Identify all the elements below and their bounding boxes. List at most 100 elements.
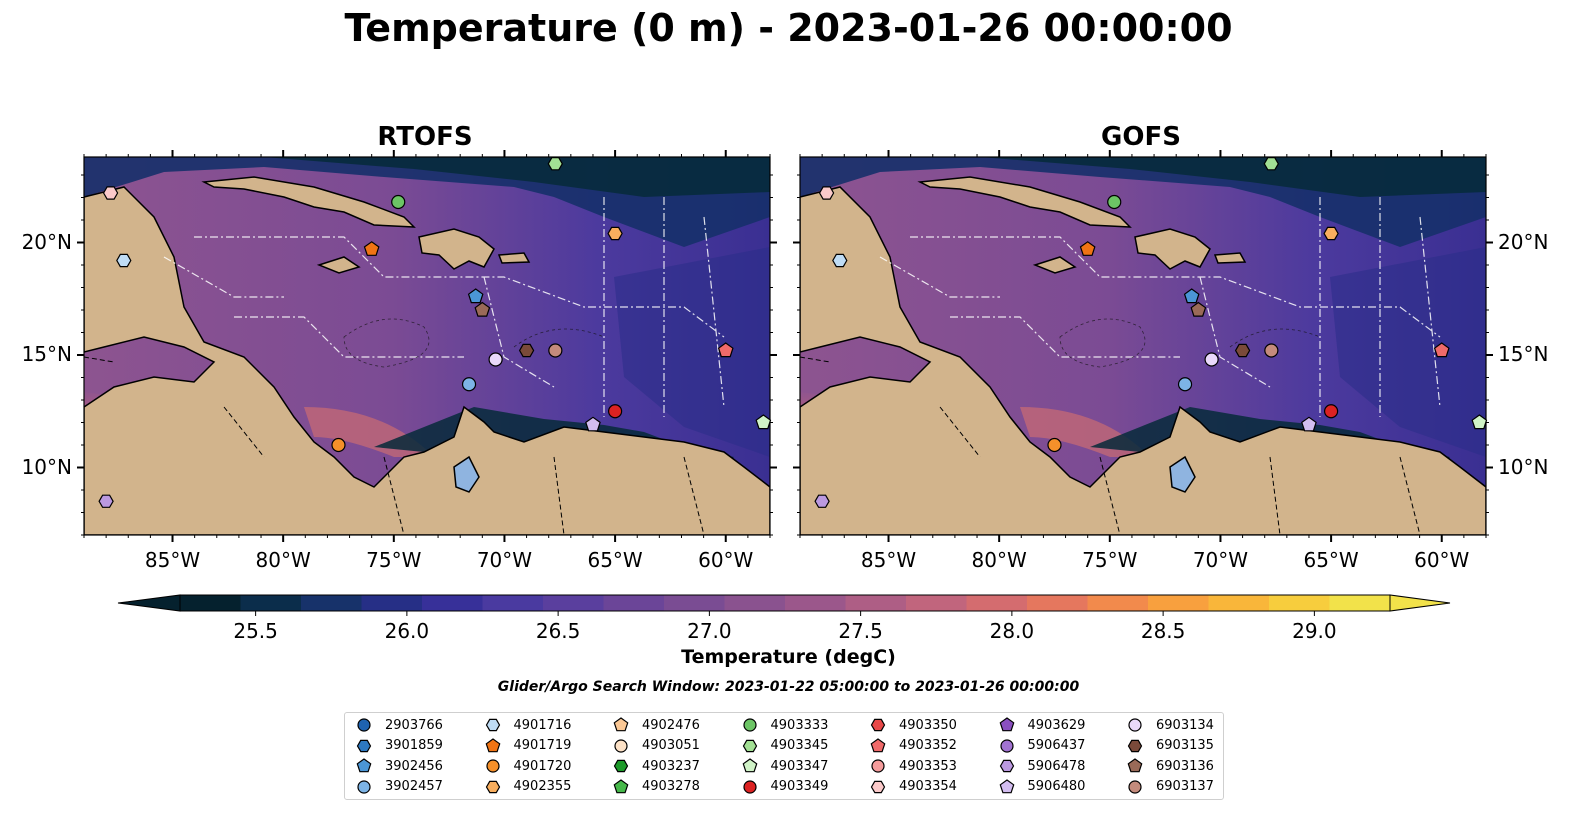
legend-marker	[1127, 739, 1143, 752]
legend-item: 4902355	[484, 777, 572, 797]
legend-item: 3902456	[355, 756, 443, 776]
legend-label: 5906437	[1027, 738, 1086, 753]
legend-marker-4903352	[870, 737, 886, 752]
legend-item: 4903350	[869, 715, 957, 735]
legend-label: 4902355	[513, 779, 572, 794]
legend-label: 2903766	[385, 717, 443, 733]
legend-marker-3902456	[356, 758, 372, 773]
legend-label: 4902476	[642, 717, 700, 733]
legend-label: 4903352	[899, 738, 957, 753]
legend-marker-5906478	[999, 759, 1014, 773]
lon-tick-label: 65°W	[1303, 548, 1359, 572]
legend-item: 4903349	[741, 777, 828, 797]
float-marker-5906478	[814, 494, 830, 508]
lat-tick-label: 10°N	[21, 454, 72, 479]
float-marker-5906478	[98, 494, 114, 508]
legend-marker	[1128, 718, 1142, 732]
search-window-text: Glider/Argo Search Window: 2023-01-22 05…	[497, 679, 1080, 695]
float-marker-6903134	[488, 352, 503, 367]
legend-label: 4903345	[770, 738, 829, 753]
legend-marker-4902355	[485, 780, 500, 793]
float-marker-4901716	[832, 253, 848, 268]
float-marker-4903333	[391, 194, 406, 210]
float-marker-4901719	[1079, 241, 1096, 256]
legend-label: 3902456	[385, 758, 443, 774]
legend-label: 5906478	[1027, 758, 1086, 774]
lat-tick-label: 15°N	[1498, 342, 1549, 366]
colorbar-segment	[664, 595, 725, 611]
lon-tick-label: 85°W	[144, 548, 201, 572]
float-marker-4903352	[717, 342, 734, 358]
float-marker-4903354	[818, 186, 835, 200]
legend-label: 3902457	[385, 779, 443, 794]
legend-marker	[613, 717, 629, 732]
legend-item: 4901719	[484, 736, 571, 756]
colorbar-segment	[785, 595, 846, 611]
float-marker-4903333	[1107, 194, 1122, 210]
lon-tick-label: 80°W	[971, 548, 1027, 572]
colorbar-segment	[906, 595, 967, 611]
legend-item: 6903135	[1126, 736, 1214, 756]
colorbar-segment	[1087, 595, 1149, 611]
figure-title: Temperature (0 m) - 2023-01-26 00:00:00	[344, 6, 1233, 50]
colorbar-frame	[179, 594, 1391, 612]
legend-marker-3902457	[357, 779, 371, 794]
legend-item: 3901859	[355, 736, 443, 756]
colorbar-tick-label: 26.0	[384, 619, 430, 643]
lat-tick-label: 15°N	[21, 342, 72, 366]
colorbar-tick-label: 29.0	[1292, 619, 1337, 643]
float-marker-4903347	[755, 414, 772, 430]
legend-label: 4903354	[899, 779, 957, 794]
float-marker-4902355	[1323, 226, 1339, 241]
float-marker-4903345	[1263, 157, 1279, 171]
legend-marker	[613, 778, 629, 793]
legend-marker	[742, 739, 757, 752]
legend-item: 6903137	[1126, 777, 1214, 797]
legend-item: 4903345	[741, 736, 829, 756]
colorbar-tick-label: 27.0	[687, 619, 732, 643]
lon-tick-label: 70°W	[476, 548, 533, 572]
legend-label: 6903136	[1156, 758, 1214, 774]
colorbar-max-extend	[1389, 594, 1451, 612]
legend-marker	[999, 717, 1014, 732]
colorbar-segment	[361, 595, 423, 611]
legend-item: 4903354	[869, 777, 957, 797]
colorbar-segment	[422, 595, 483, 611]
legend-marker-4901719	[485, 737, 500, 752]
colorbar-segment	[966, 595, 1028, 611]
legend-label: 4903237	[642, 758, 700, 774]
legend-label: 6903137	[1156, 779, 1214, 794]
colorbar-segment	[543, 595, 604, 611]
legend-marker-4901716	[485, 718, 500, 732]
legend-item: 4901720	[484, 756, 571, 776]
float-marker-4903352	[1433, 342, 1450, 358]
legend-label: 4903353	[899, 758, 957, 774]
legend-label: 4903629	[1027, 717, 1086, 733]
float-marker-6903137	[1264, 343, 1279, 358]
colorbar-segment	[482, 595, 544, 611]
legend-label: 4903350	[899, 717, 957, 733]
float-marker-5906480	[1301, 416, 1317, 432]
colorbar-min-extend	[117, 594, 181, 612]
lon-tick-label: 80°W	[255, 548, 311, 572]
float-marker-5906480	[585, 416, 601, 432]
legend-marker	[1127, 758, 1143, 773]
float-marker-6903136	[1190, 301, 1207, 317]
legend-marker-4903333	[742, 718, 757, 732]
float-marker-6903135	[1234, 343, 1251, 358]
legend-item: 4903237	[612, 756, 700, 776]
legend-marker	[742, 779, 757, 794]
float-marker-4903347	[1471, 414, 1488, 430]
map-figure	[77, 150, 1493, 616]
float-marker-4901716	[116, 253, 132, 268]
colorbar-segment	[301, 595, 362, 611]
colorbar-segment	[1208, 595, 1270, 611]
legend-item: 4903333	[741, 715, 828, 735]
float-marker-4903345	[547, 157, 563, 171]
legend-label: 4903051	[642, 738, 700, 753]
float-marker-4903349	[607, 404, 623, 419]
float-marker-4901720	[331, 437, 346, 453]
legend-marker	[356, 758, 372, 773]
map-panel-rtofs	[77, 150, 777, 542]
float-marker-6903136	[474, 301, 491, 317]
